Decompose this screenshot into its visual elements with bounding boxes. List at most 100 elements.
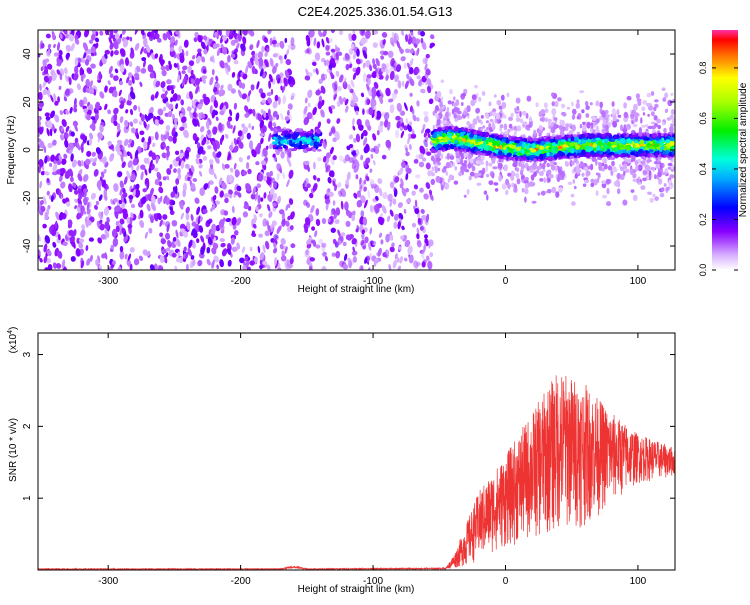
noise-blob xyxy=(126,216,130,224)
noise-blob xyxy=(351,43,355,50)
halo-blob xyxy=(483,190,488,195)
noise-blob xyxy=(166,223,170,233)
noise-blob xyxy=(138,255,144,262)
noise-blob xyxy=(209,105,213,114)
halo-blob xyxy=(497,162,503,169)
halo-blob xyxy=(466,105,471,113)
noise-blob xyxy=(182,230,189,238)
noise-blob xyxy=(268,143,274,150)
halo-blob xyxy=(463,110,467,116)
noise-blob xyxy=(396,120,401,129)
noise-blob xyxy=(169,47,175,52)
noise-blob xyxy=(403,62,407,69)
noise-blob xyxy=(38,91,43,101)
noise-blob xyxy=(284,246,288,254)
halo-blob xyxy=(590,163,594,171)
noise-blob xyxy=(229,144,234,152)
noise-blob xyxy=(185,263,189,270)
halo-blob xyxy=(650,166,654,171)
halo-blob xyxy=(647,113,650,117)
noise-blob xyxy=(178,45,183,53)
halo-blob xyxy=(485,160,489,167)
noise-blob xyxy=(378,187,383,197)
signal-blob xyxy=(293,143,298,148)
noise-blob xyxy=(95,31,99,37)
halo-blob xyxy=(571,114,576,120)
halo-blob xyxy=(561,103,566,109)
noise-blob xyxy=(39,257,43,263)
noise-blob xyxy=(109,42,114,50)
noise-blob xyxy=(246,155,251,160)
halo-blob xyxy=(539,125,544,131)
noise-blob xyxy=(259,252,265,261)
halo-blob xyxy=(638,159,641,164)
noise-blob xyxy=(132,158,138,166)
noise-blob xyxy=(190,78,195,85)
noise-blob xyxy=(235,42,240,50)
noise-blob xyxy=(109,73,114,78)
noise-blob xyxy=(190,165,195,173)
noise-blob xyxy=(245,260,250,268)
halo-blob xyxy=(475,107,481,114)
halo-blob xyxy=(516,167,520,172)
noise-blob xyxy=(228,189,233,195)
noise-blob xyxy=(83,99,87,105)
noise-blob xyxy=(77,57,82,63)
noise-blob xyxy=(380,239,384,245)
noise-blob xyxy=(127,223,133,229)
noise-blob xyxy=(59,72,63,81)
noise-blob xyxy=(94,204,98,210)
noise-blob xyxy=(242,211,249,218)
halo-blob xyxy=(436,157,442,162)
noise-blob xyxy=(426,151,432,156)
noise-blob xyxy=(59,134,65,141)
halo-blob xyxy=(491,157,496,164)
noise-blob xyxy=(415,117,420,122)
halo-blob xyxy=(510,112,514,118)
noise-blob xyxy=(343,158,347,164)
halo-blob xyxy=(480,115,484,119)
noise-blob xyxy=(132,189,136,198)
noise-blob xyxy=(162,87,166,93)
noise-blob xyxy=(104,103,108,111)
noise-blob xyxy=(151,202,156,212)
noise-blob xyxy=(257,51,263,59)
noise-blob xyxy=(224,133,229,139)
noise-blob xyxy=(325,59,330,67)
halo-blob xyxy=(468,175,472,181)
noise-blob xyxy=(126,76,130,84)
halo-blob xyxy=(654,196,659,202)
noise-blob xyxy=(74,34,79,40)
noise-blob xyxy=(160,65,166,71)
halo-blob xyxy=(601,180,607,185)
noise-blob xyxy=(421,41,427,50)
noise-blob xyxy=(261,45,265,53)
halo-blob xyxy=(437,90,442,98)
noise-blob xyxy=(272,110,278,118)
halo-blob xyxy=(624,158,628,163)
noise-blob xyxy=(285,204,289,211)
noise-blob xyxy=(69,106,73,114)
noise-blob xyxy=(429,44,433,49)
noise-blob xyxy=(362,129,368,137)
noise-blob xyxy=(333,93,336,102)
halo-blob xyxy=(565,161,569,167)
noise-blob xyxy=(115,225,120,233)
noise-blob xyxy=(108,86,115,94)
noise-blob xyxy=(223,193,229,198)
noise-blob xyxy=(44,235,51,244)
noise-blob xyxy=(330,71,334,79)
noise-blob xyxy=(344,253,348,261)
halo-blob xyxy=(622,199,628,206)
noise-blob xyxy=(423,115,429,123)
noise-blob xyxy=(107,140,113,146)
noise-blob xyxy=(95,258,100,266)
halo-blob xyxy=(579,90,585,94)
noise-blob xyxy=(184,149,190,159)
noise-blob xyxy=(359,177,362,185)
noise-blob xyxy=(146,181,150,190)
noise-blob xyxy=(195,158,200,165)
halo-blob xyxy=(601,194,608,199)
halo-blob xyxy=(644,164,650,170)
noise-blob xyxy=(82,42,89,52)
